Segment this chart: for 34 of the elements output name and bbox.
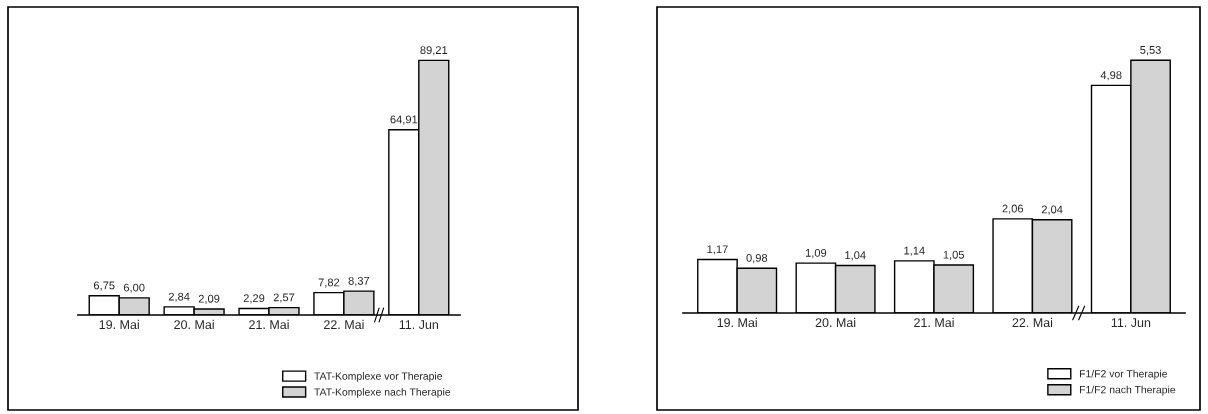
data-label: 1,09	[805, 248, 827, 259]
data-label: 2,04	[1041, 205, 1063, 215]
data-label: 1,04	[845, 251, 866, 261]
data-label: 8,37	[348, 276, 370, 287]
x-tick-label: 19. Mai	[717, 317, 757, 328]
data-label: 5,53	[1140, 45, 1161, 56]
x-tick-label: 11. Jun	[1111, 318, 1151, 328]
data-label: 89,21	[420, 46, 448, 56]
data-label: 2,29	[243, 294, 265, 304]
x-tick-label: 11. Jun	[399, 320, 439, 330]
legend-label: TAT-Komplexe nach Therapie	[314, 388, 451, 398]
x-tick-label: 19. Mai	[99, 319, 139, 330]
x-tick-label: 21. Mai	[249, 319, 289, 330]
data-label: 0,98	[746, 253, 768, 264]
data-label: 4,98	[1100, 71, 1122, 81]
legend-label: F1/F2 vor Therapie	[1079, 369, 1168, 380]
data-label: 2,57	[273, 293, 295, 303]
x-tick-label: 20. Mai	[815, 317, 856, 328]
data-label: 1,17	[707, 245, 728, 255]
data-label: 2,06	[1002, 204, 1024, 214]
data-label: 6,75	[93, 281, 115, 291]
data-label: 1,14	[904, 246, 925, 256]
x-tick-label: 20. Mai	[174, 319, 214, 330]
data-label: 1,05	[943, 250, 965, 260]
legend-label: F1/F2 nach Therapie	[1079, 385, 1176, 396]
data-label: 7,82	[318, 278, 340, 288]
x-tick-label: 21. Mai	[914, 317, 954, 328]
x-tick-label: 22. Mai	[324, 319, 364, 330]
data-label: 6,00	[123, 283, 145, 293]
data-label: 2,84	[168, 292, 190, 302]
legend-label: TAT-Komplexe vor Therapie	[314, 372, 443, 382]
x-tick-label: 22. Mai	[1012, 317, 1053, 328]
data-label: 64,91	[390, 115, 418, 125]
data-label: 2,09	[198, 294, 220, 304]
